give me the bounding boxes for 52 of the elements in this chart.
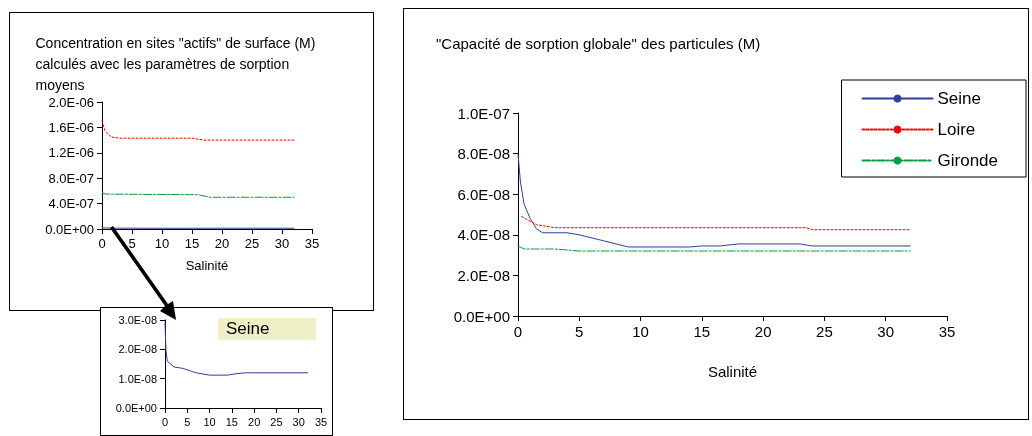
x-tick-label: 10 [154,236,170,251]
y-tick-label: 4.0E-07 [48,196,94,212]
x-tick-label: 30 [292,415,305,428]
x-tick-label: 35 [314,415,328,428]
y-tick-label: 2.0E-08 [118,343,157,356]
y-tick-label: 8.0E-07 [48,170,94,186]
line-series [521,216,911,231]
x-tick-label: 25 [816,323,833,340]
x-tick-label: 5 [575,323,584,340]
line-series [101,120,295,141]
y-tick-label: 0.0E+00 [453,307,510,325]
x-tick-label: 20 [214,236,230,251]
x-tick-label: 35 [938,323,956,340]
y-tick-label: 1.0E-08 [118,372,157,385]
x-tick-label: 10 [632,323,649,340]
y-tick-label: 4.0E-08 [457,226,510,244]
y-tick-label: 2.0E-08 [457,266,510,284]
x-tick-label: 35 [304,236,320,251]
x-tick-label: 20 [248,415,261,428]
x-tick-label: 0 [161,415,169,428]
y-tick-label: 1.2E-06 [48,145,94,161]
x-tick-label: 15 [184,236,200,251]
x-tick-label: 15 [693,323,711,340]
x-tick-label: 25 [244,236,260,251]
chart-title: "Capacité de sorption globale" des particules (M) [436,34,761,52]
y-tick-label: 2.0E-06 [48,94,94,110]
x-axis-title: Salinité [707,363,758,380]
legend-label: Seine [937,89,981,108]
legend-label: Loire [937,120,976,139]
text-box: Seine [218,318,316,340]
x-tick-label: 5 [128,236,136,251]
legend-label: Gironde [937,151,998,170]
line-series [164,322,309,376]
y-tick-label: 8.0E-08 [457,145,510,163]
x-tick-label: 0 [513,323,523,340]
x-tick-label: 15 [225,415,238,428]
x-tick-label: 20 [754,323,772,340]
x-axis-title: Salinité [185,258,229,273]
x-tick-label: 25 [270,415,283,428]
x-tick-label: 0 [98,236,106,251]
y-tick-label: 0.0E+00 [45,221,94,237]
x-tick-label: 5 [184,415,191,428]
y-tick-label: 6.0E-08 [457,185,510,203]
x-tick-label: 10 [203,415,216,428]
chart-title: Concentration en sites "actifs" de surface (M) calculés avec les paramètres de sorption moyens [35,34,320,93]
x-tick-label: 30 [877,323,895,340]
y-tick-label: 1.6E-06 [48,119,94,135]
x-tick-label: 30 [274,236,290,251]
line-series [517,153,911,248]
y-tick-label: 1.0E-07 [457,104,510,122]
y-tick-label: 0.0E+00 [115,402,157,414]
y-tick-label: 3.0E-08 [118,314,157,326]
